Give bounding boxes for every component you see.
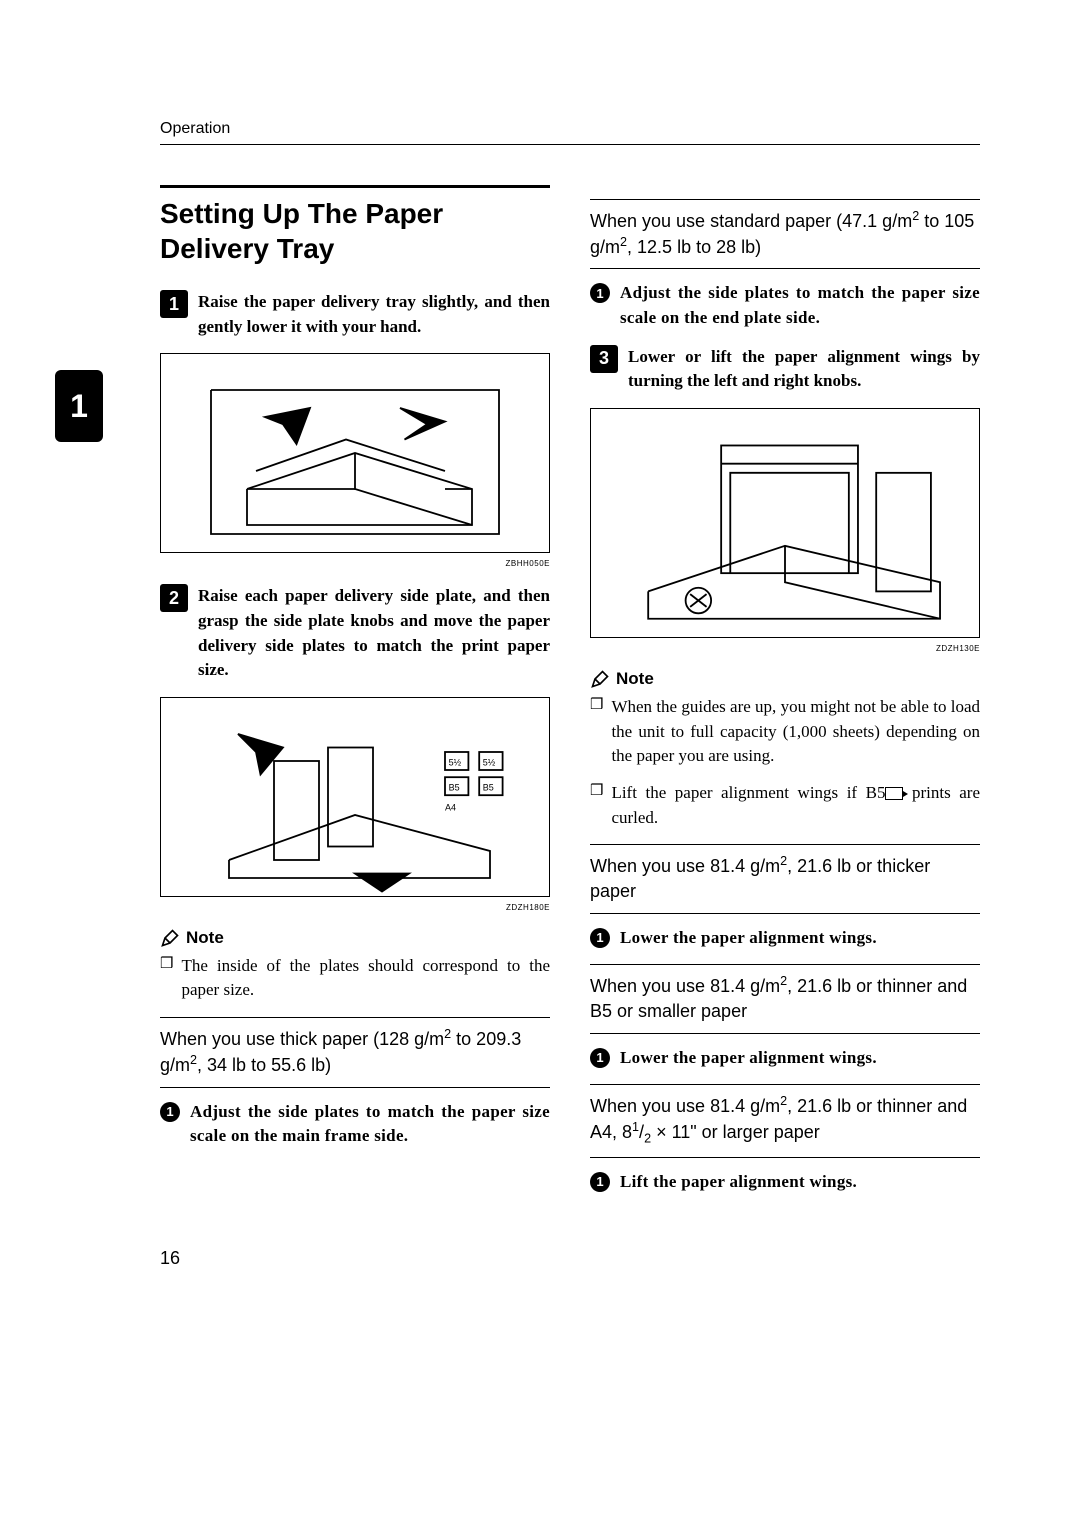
svg-text:B5: B5 [449,783,460,793]
subsection-heading: When you use standard paper (47.1 g/m2 t… [590,208,980,260]
note-bullet-icon: ❒ [590,695,603,769]
svg-text:A4: A4 [445,802,456,812]
left-column: Setting Up The Paper Delivery Tray 1 Rai… [160,185,550,1208]
figure-caption: ZBHH050E [160,559,550,568]
substep: 1 Lift the paper alignment wings. [590,1170,980,1195]
step-text: Raise each paper delivery side plate, an… [198,584,550,683]
figure-alignment-wings [590,408,980,638]
substep: 1 Lower the paper alignment wings. [590,926,980,951]
svg-text:5½: 5½ [483,757,496,767]
page-number: 16 [160,1248,980,1269]
figure-side-plates: 5½ 5½ B5 B5 A4 [160,697,550,897]
substep-number-badge: 1 [590,928,610,948]
note-item: ❒ When the guides are up, you might not … [590,695,980,769]
figure-caption: ZDZH130E [590,644,980,653]
subsection-thinner-a4: When you use 81.4 g/m2, 21.6 lb or thinn… [590,1084,980,1157]
substep-text: Lift the paper alignment wings. [620,1170,857,1195]
subsection-heading: When you use thick paper (128 g/m2 to 20… [160,1026,550,1078]
substep-number-badge: 1 [590,1048,610,1068]
step-text: Lower or lift the paper alignment wings … [628,345,980,394]
note-heading: Note [160,928,550,948]
step-2: 2 Raise each paper delivery side plate, … [160,584,550,683]
note-bullet-icon: ❒ [590,781,603,830]
substep-text: Lower the paper alignment wings. [620,926,877,951]
svg-text:B5: B5 [483,783,494,793]
subsection-heading: When you use 81.4 g/m2, 21.6 lb or thinn… [590,973,980,1024]
note-label: Note [186,928,224,948]
chapter-tab: 1 [55,370,103,442]
subsection-thick-paper: When you use thick paper (128 g/m2 to 20… [160,1017,550,1087]
pencil-icon [590,669,610,689]
subsection-heading: When you use 81.4 g/m2, 21.6 lb or thick… [590,853,980,904]
subsection-heading: When you use 81.4 g/m2, 21.6 lb or thinn… [590,1093,980,1148]
step-number-badge: 3 [590,345,618,373]
substep: 1 Lower the paper alignment wings. [590,1046,980,1071]
landscape-orientation-icon [885,787,903,800]
note-text: When the guides are up, you might not be… [611,695,980,769]
right-column: When you use standard paper (47.1 g/m2 t… [590,185,980,1208]
subsection-standard-paper: When you use standard paper (47.1 g/m2 t… [590,199,980,269]
step-number-badge: 2 [160,584,188,612]
figure-caption: ZDZH180E [160,903,550,912]
note-item: ❒ The inside of the plates should corres… [160,954,550,1003]
step-1: 1 Raise the paper delivery tray slightly… [160,290,550,339]
note-item: ❒ Lift the paper alignment wings if B5 p… [590,781,980,830]
subsection-thicker-paper: When you use 81.4 g/m2, 21.6 lb or thick… [590,844,980,913]
substep-text: Adjust the side plates to match the pape… [620,281,980,330]
svg-text:5½: 5½ [449,757,462,767]
substep-text: Adjust the side plates to match the pape… [190,1100,550,1149]
section-title: Setting Up The Paper Delivery Tray [160,185,550,266]
step-text: Raise the paper delivery tray slightly, … [198,290,550,339]
subsection-thinner-b5: When you use 81.4 g/m2, 21.6 lb or thinn… [590,964,980,1033]
page: 1 Operation Setting Up The Paper Deliver… [0,0,1080,1329]
note-text: Lift the paper alignment wings if B5 pri… [611,781,980,830]
alignment-wings-illustration [591,409,979,637]
note-bullet-icon: ❒ [160,954,173,1003]
step-number-badge: 1 [160,290,188,318]
figure-tray-lower [160,353,550,553]
printer-tray-illustration [161,354,549,552]
substep-number-badge: 1 [590,283,610,303]
step-3: 3 Lower or lift the paper alignment wing… [590,345,980,394]
pencil-icon [160,928,180,948]
note-text: The inside of the plates should correspo… [181,954,550,1003]
note-label: Note [616,669,654,689]
running-header: Operation [160,120,980,145]
substep-number-badge: 1 [160,1102,180,1122]
two-column-layout: Setting Up The Paper Delivery Tray 1 Rai… [160,185,980,1208]
substep: 1 Adjust the side plates to match the pa… [590,281,980,330]
side-plate-illustration: 5½ 5½ B5 B5 A4 [161,698,549,896]
substep: 1 Adjust the side plates to match the pa… [160,1100,550,1149]
note-heading: Note [590,669,980,689]
substep-number-badge: 1 [590,1172,610,1192]
substep-text: Lower the paper alignment wings. [620,1046,877,1071]
